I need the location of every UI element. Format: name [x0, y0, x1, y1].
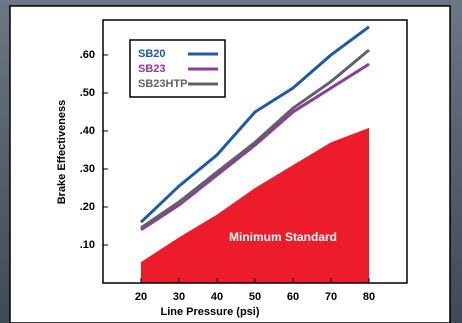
x-tick-label: 50 — [249, 291, 261, 303]
y-axis-label: Brake Effectiveness — [56, 100, 68, 205]
plot-border — [102, 19, 408, 284]
area-label: Minimum Standard — [229, 230, 337, 244]
x-tick-label: 70 — [325, 291, 337, 303]
y-tick-label: .40 — [80, 125, 95, 137]
x-tick-label: 60 — [287, 291, 299, 303]
y-tick-label: .30 — [80, 163, 95, 175]
line — [140, 62, 370, 232]
legend-label: SB23HTP — [138, 78, 188, 90]
line — [139, 25, 370, 224]
y-tick-label: .10 — [80, 239, 95, 251]
y-tick-label: .50 — [80, 87, 95, 99]
y-tick-label: .20 — [80, 201, 95, 213]
x-tick-label: 80 — [363, 291, 375, 303]
line — [140, 48, 370, 230]
x-tick-label: 30 — [173, 291, 185, 303]
area — [141, 127, 369, 283]
x-axis-label: Line Pressure (psi) — [160, 306, 259, 318]
legend-label: SB20 — [138, 48, 166, 60]
legend-label: SB23 — [138, 63, 166, 75]
x-tick-label: 40 — [211, 291, 223, 303]
x-tick-label: 20 — [135, 291, 147, 303]
y-tick-label: .60 — [80, 49, 95, 61]
plot: Minimum Standard .10 .20 .30 .40 .50 .60 20 30 40… — [80, 19, 408, 303]
